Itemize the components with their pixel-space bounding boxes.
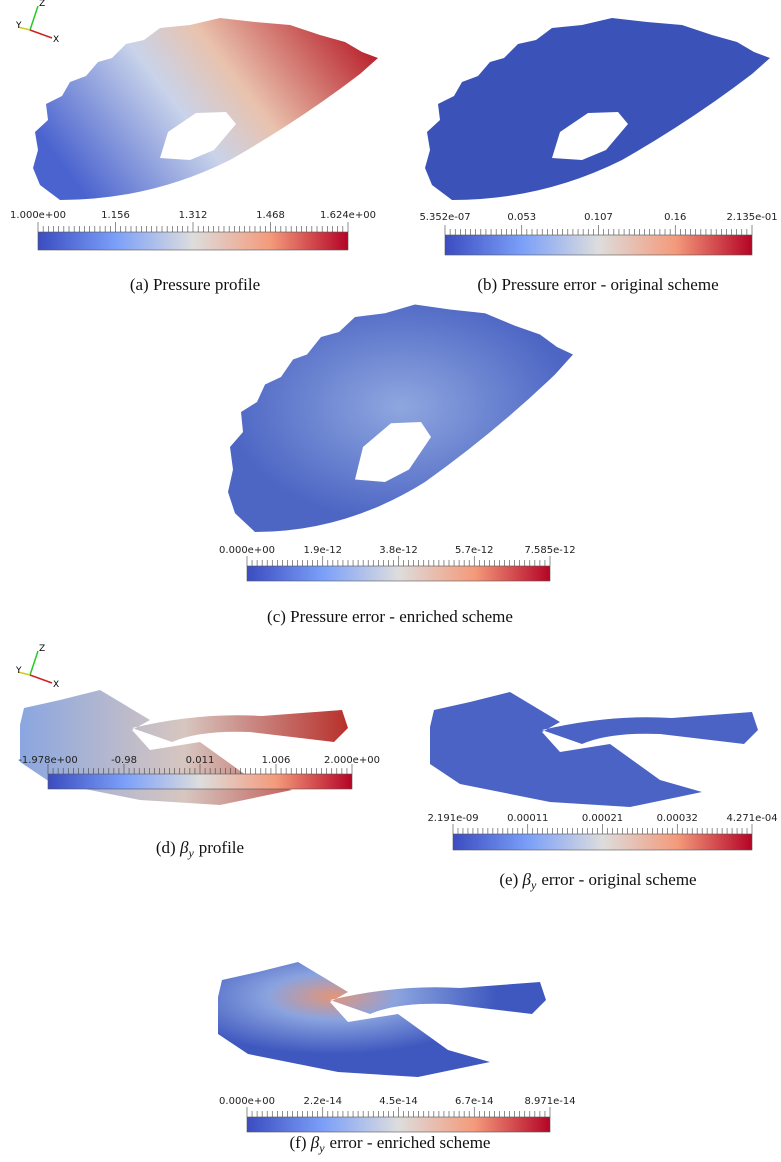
axis-z — [29, 650, 39, 676]
colorbar-label: 5.352e-07 — [419, 212, 470, 223]
caption: (d) βy profile — [156, 838, 244, 860]
caption-tag: (e) — [499, 870, 518, 889]
render-f — [218, 962, 546, 1077]
caption: (e) βy error - original scheme — [499, 870, 696, 892]
colorbar-label: 0.00011 — [507, 813, 548, 824]
colorbar-label: 0.00032 — [657, 813, 698, 824]
colorbar-label: 0.16 — [664, 212, 686, 223]
colorbar-label: 0.107 — [584, 212, 613, 223]
colorbar-label: -1.978e+00 — [18, 755, 78, 766]
colorbar-label: 8.971e-14 — [524, 1096, 575, 1107]
axis-x — [29, 29, 53, 39]
caption-text: error - enriched scheme — [330, 1133, 491, 1152]
caption: (a) Pressure profile — [130, 275, 260, 294]
colorbar — [246, 1116, 551, 1133]
caption-text: Pressure profile — [153, 275, 260, 294]
axis-z — [29, 5, 39, 31]
colorbar — [444, 234, 753, 256]
caption-text: Pressure error - enriched scheme — [290, 607, 513, 626]
axis-label: X — [53, 35, 59, 45]
colorbar-label: 1.312 — [179, 210, 208, 221]
caption-tag: (c) — [267, 607, 286, 626]
colorbar — [246, 565, 551, 582]
colorbar — [452, 833, 753, 851]
colorbar-label: 1.006 — [262, 755, 291, 766]
colorbar-label: 0.053 — [507, 212, 536, 223]
colorbar-label: 1.468 — [256, 210, 285, 221]
colorbar-label: 5.7e-12 — [455, 545, 493, 556]
axis-label: Y — [15, 21, 22, 31]
colorbar-label: 4.5e-14 — [379, 1096, 417, 1107]
colorbar-label: 6.7e-14 — [455, 1096, 493, 1107]
caption-tag: (f) — [290, 1133, 307, 1152]
colorbar-label: -0.98 — [111, 755, 137, 766]
colorbar-label: 2.191e-09 — [427, 813, 478, 824]
caption-symbol: β — [179, 838, 189, 857]
caption-symbol: β — [310, 1133, 320, 1152]
caption: (b) Pressure error - original scheme — [477, 275, 718, 294]
colorbar — [47, 773, 353, 790]
colorbar-label: 7.585e-12 — [524, 545, 575, 556]
caption-symbol: β — [522, 870, 532, 889]
axis-label: X — [53, 680, 59, 690]
render-a — [33, 18, 378, 200]
colorbar-label: 0.000e+00 — [219, 545, 275, 556]
colorbar-label: 3.8e-12 — [379, 545, 417, 556]
caption-sub: y — [187, 846, 194, 860]
caption-sub: y — [530, 878, 537, 892]
colorbar-label: 0.000e+00 — [219, 1096, 275, 1107]
colorbar-label: 4.271e-04 — [726, 813, 777, 824]
colorbar-label: 1.156 — [101, 210, 130, 221]
axis-y — [17, 671, 31, 676]
colorbar-label: 2.000e+00 — [324, 755, 380, 766]
axis-x — [29, 674, 53, 684]
render-e — [430, 692, 758, 807]
colorbar-label: 2.2e-14 — [304, 1096, 342, 1107]
colorbar — [37, 231, 349, 251]
axis-label: Z — [39, 644, 45, 654]
axis-label: Y — [15, 666, 22, 676]
axis-label: Z — [39, 0, 45, 9]
caption: (c) Pressure error - enriched scheme — [267, 607, 513, 626]
colorbar-label: 0.011 — [186, 755, 215, 766]
caption-text: error - original scheme — [541, 870, 696, 889]
render-b — [425, 18, 770, 200]
caption-tag: (a) — [130, 275, 149, 294]
colorbar-label: 1.624e+00 — [320, 210, 376, 221]
caption-sub: y — [318, 1141, 325, 1155]
colorbar-label: 1.000e+00 — [10, 210, 66, 221]
colorbar-label: 1.9e-12 — [304, 545, 342, 556]
caption-text: Pressure error - original scheme — [501, 275, 718, 294]
caption-text: profile — [199, 838, 244, 857]
axis-y — [17, 26, 31, 31]
caption-tag: (d) — [156, 838, 176, 857]
render-c — [228, 304, 573, 532]
colorbar-label: 0.00021 — [582, 813, 623, 824]
caption-tag: (b) — [477, 275, 497, 294]
caption: (f) βy error - enriched scheme — [290, 1133, 491, 1155]
colorbar-label: 2.135e-01 — [726, 212, 777, 223]
